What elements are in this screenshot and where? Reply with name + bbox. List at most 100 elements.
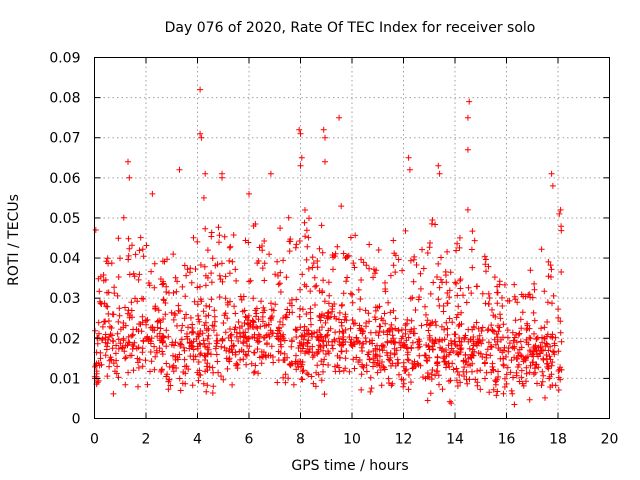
- data-point: [265, 321, 272, 328]
- data-point: [309, 349, 316, 356]
- data-point: [220, 320, 227, 326]
- data-point: [256, 354, 263, 361]
- data-point: [111, 290, 118, 297]
- data-point: [400, 376, 407, 383]
- data-point: [288, 338, 295, 345]
- data-point: [276, 280, 283, 287]
- data-point: [325, 348, 331, 355]
- data-point: [426, 244, 433, 251]
- data-point: [527, 335, 534, 342]
- axis-ticks: [94, 57, 610, 419]
- data-point: [280, 257, 287, 264]
- data-point: [254, 339, 261, 346]
- data-point: [460, 368, 467, 375]
- data-point: [546, 375, 553, 382]
- data-point: [233, 277, 240, 284]
- data-point: [216, 239, 222, 246]
- data-point: [103, 346, 110, 353]
- data-point: [457, 285, 464, 292]
- data-point: [513, 331, 520, 338]
- data-point: [277, 318, 283, 325]
- x-tick-label: 4: [193, 432, 202, 448]
- data-point: [133, 326, 140, 333]
- data-point: [494, 289, 501, 296]
- data-point: [212, 345, 219, 352]
- data-point: [363, 368, 370, 375]
- data-point: [338, 342, 345, 349]
- data-point: [320, 361, 327, 368]
- data-point: [259, 318, 266, 325]
- data-point: [130, 343, 137, 350]
- data-point: [125, 307, 132, 314]
- data-point: [444, 331, 451, 338]
- data-point: [240, 329, 247, 336]
- data-point: [174, 322, 180, 329]
- data-point: [529, 359, 536, 366]
- data-point: [466, 376, 473, 383]
- data-point: [297, 286, 303, 293]
- data-point: [240, 293, 247, 300]
- data-point: [479, 337, 486, 343]
- data-point: [309, 254, 316, 261]
- data-point: [370, 274, 377, 281]
- data-point: [429, 338, 436, 345]
- y-tick-label: 0.08: [49, 91, 80, 107]
- data-point: [555, 348, 562, 355]
- data-point: [149, 324, 156, 331]
- data-point: [113, 342, 120, 349]
- data-point: [347, 290, 354, 297]
- data-point: [242, 237, 249, 244]
- x-tick-label: 18: [549, 432, 567, 448]
- data-point: [104, 373, 111, 380]
- data-point: [194, 284, 201, 291]
- data-point: [483, 268, 489, 275]
- data-point: [239, 323, 245, 330]
- data-point: [423, 321, 430, 328]
- data-point: [416, 352, 423, 359]
- data-point: [552, 382, 559, 389]
- data-point: [381, 364, 388, 371]
- data-point: [281, 357, 288, 363]
- data-point: [181, 315, 188, 322]
- data-point: [382, 288, 389, 295]
- data-point: [270, 359, 277, 366]
- data-point: [404, 351, 411, 358]
- data-point: [358, 256, 365, 263]
- data-point: [558, 338, 565, 345]
- x-tick-label: 2: [142, 432, 151, 448]
- data-point: [299, 376, 306, 383]
- data-point: [463, 299, 470, 306]
- data-point: [126, 174, 133, 181]
- data-point: [441, 358, 448, 365]
- data-point: [435, 162, 442, 169]
- data-point: [196, 318, 203, 325]
- data-point: [156, 330, 163, 337]
- data-point: [541, 288, 548, 295]
- data-point: [197, 86, 204, 93]
- data-point: [224, 299, 231, 306]
- data-point: [534, 334, 541, 341]
- data-point: [99, 323, 106, 330]
- data-point: [228, 337, 235, 344]
- data-point: [166, 363, 173, 370]
- data-point: [485, 263, 492, 270]
- data-point: [479, 324, 486, 331]
- data-point: [200, 380, 207, 387]
- data-point: [436, 302, 443, 309]
- data-point: [417, 270, 424, 277]
- data-point: [378, 382, 385, 389]
- data-point: [517, 338, 524, 345]
- data-point: [230, 232, 237, 238]
- data-point: [471, 237, 478, 244]
- data-point: [309, 264, 316, 271]
- data-point: [288, 302, 295, 309]
- data-point: [358, 386, 365, 393]
- data-point: [514, 355, 521, 362]
- data-point: [181, 262, 188, 269]
- data-point: [326, 292, 333, 299]
- data-point: [126, 245, 133, 252]
- data-point: [327, 313, 334, 320]
- data-point: [120, 214, 127, 221]
- data-point: [107, 354, 114, 361]
- data-point: [176, 166, 183, 173]
